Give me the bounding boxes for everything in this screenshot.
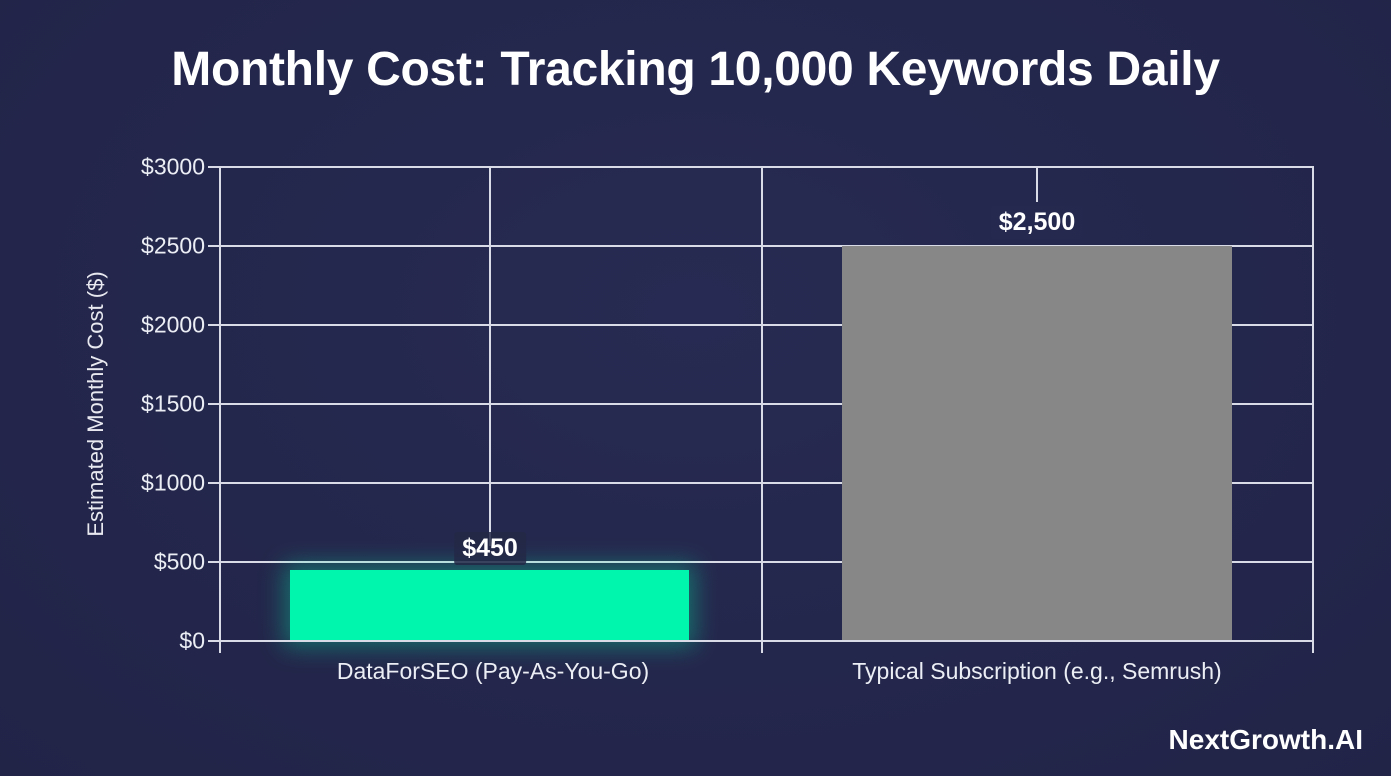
- gridline-vertical: [1036, 166, 1038, 202]
- gridline-vertical: [761, 166, 763, 653]
- y-tick-label: $1500: [141, 390, 205, 417]
- gridline-horizontal: [208, 245, 1313, 247]
- bar-subscription: [842, 246, 1232, 641]
- gridline-horizontal: [208, 561, 1313, 563]
- value-label-subscription: $2,500: [990, 206, 1084, 239]
- x-tick-label: Typical Subscription (e.g., Semrush): [852, 658, 1222, 684]
- gridline-horizontal: [208, 324, 1313, 326]
- y-tick-label: $2000: [141, 311, 205, 338]
- bar-dataforseo: [290, 570, 689, 641]
- gridline-horizontal: [208, 166, 1313, 168]
- value-label-dataforseo: $450: [454, 532, 526, 565]
- y-tick-label: $3000: [141, 153, 205, 180]
- y-axis-label: Estimated Monthly Cost ($): [83, 271, 108, 537]
- gridline-vertical: [489, 166, 491, 546]
- gridline-vertical-right: [1312, 166, 1314, 653]
- y-tick-label: $500: [153, 548, 205, 575]
- x-tick-label: DataForSEO (Pay-As-You-Go): [336, 658, 650, 684]
- y-axis-line: [219, 166, 221, 653]
- gridline-horizontal: [208, 482, 1313, 484]
- y-tick-label: $2500: [141, 232, 205, 259]
- x-axis-line: [208, 640, 1313, 642]
- chart-title: Monthly Cost: Tracking 10,000 Keywords D…: [171, 43, 1220, 96]
- y-tick-label: $1000: [141, 469, 205, 496]
- brand-watermark: NextGrowth.AI: [1168, 724, 1363, 755]
- gridline-horizontal: [208, 403, 1313, 405]
- y-tick-label: $0: [179, 627, 205, 654]
